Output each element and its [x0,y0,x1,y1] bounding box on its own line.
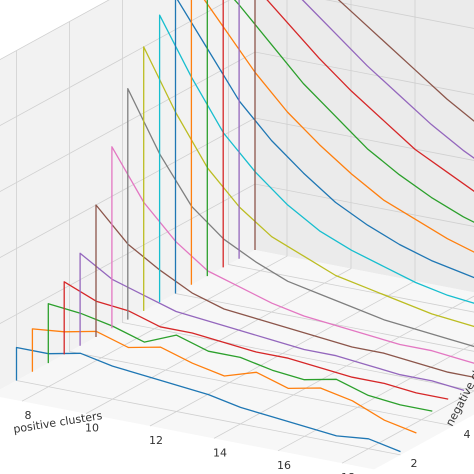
gridline-x [149,0,416,427]
chart-series [15,0,474,453]
x-tick-label: 10 [85,422,99,435]
y-tick-label: 2 [411,457,418,470]
gridline-x [21,0,288,402]
series-line [47,303,433,412]
x-tick-label: 14 [213,446,227,459]
series-line [206,0,474,277]
gridline-x [341,390,474,464]
series-line [222,0,474,268]
y-tick-label: 4 [464,428,471,441]
series-line [111,146,474,364]
series-line [31,328,417,434]
series-line [63,281,449,400]
gridline-y [228,0,474,313]
gridline-z [0,0,474,126]
series-line [127,87,474,348]
series-line [158,14,474,304]
series-line [238,0,474,259]
x-tick-label: 18 [341,471,355,474]
gridline-y [122,0,474,392]
series-line [15,346,401,453]
gridline-y [69,21,454,427]
chart-ticks: 81012141618246810 [25,409,471,474]
gridline-z [0,0,110,60]
series-line [79,252,465,392]
x-tick-label: 8 [25,409,32,422]
series-line [190,0,474,285]
floor-pane [0,250,474,470]
series-line [254,0,474,250]
gridline-x [277,343,474,452]
x-tick-label: 16 [277,459,291,472]
series-line [143,46,474,328]
gridline-x [213,295,474,439]
series-line [95,204,474,378]
series-line [174,0,474,294]
x-tick-label: 12 [149,434,163,447]
